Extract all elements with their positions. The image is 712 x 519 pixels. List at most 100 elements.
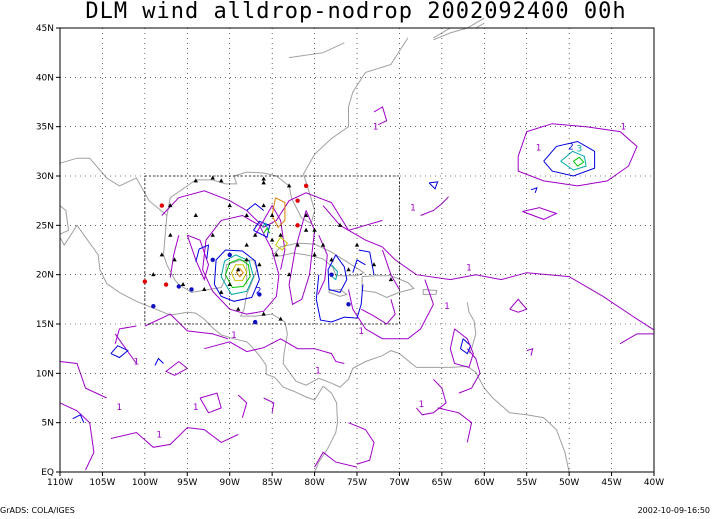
contour-line: [110, 345, 129, 359]
contour-value-label: 1: [315, 366, 321, 376]
dropsonde-marker: [320, 242, 326, 247]
contour-line: [522, 207, 558, 220]
contour-line: [230, 264, 248, 282]
lat-tick-label: 40N: [36, 73, 54, 83]
contour-line: [526, 347, 534, 356]
observation-marker-red: [159, 203, 165, 208]
observation-marker-red: [295, 223, 300, 228]
contour-line: [530, 187, 538, 193]
dropsonde-marker: [269, 212, 275, 217]
lon-tick-label: 65W: [432, 478, 452, 488]
dropsonde-marker: [227, 282, 232, 287]
coastline-segment: [433, 17, 485, 41]
contour-value-label: 1: [444, 302, 450, 312]
contour-line: [329, 264, 339, 281]
contour-line: [199, 392, 222, 414]
lon-tick-label: 90W: [220, 478, 240, 488]
contour-line: [275, 236, 289, 251]
dropsonde-marker: [261, 176, 266, 181]
contour-line: [202, 214, 280, 315]
lon-tick-label: 60W: [474, 478, 494, 488]
dropsonde-marker: [168, 232, 173, 237]
observation-marker-blue: [257, 292, 262, 297]
footer-timestamp: 2002-10-09-16:50: [637, 506, 710, 515]
observation-domain-box: [144, 175, 400, 325]
dropsonde-marker: [286, 272, 292, 277]
contour-line: [352, 259, 366, 273]
lon-tick-label: 100W: [132, 478, 158, 488]
dropsonde-marker: [219, 289, 224, 294]
lon-tick-label: 75W: [347, 478, 367, 488]
contour-line: [360, 299, 396, 325]
dropsonde-marker: [286, 183, 292, 188]
contour-line: [509, 298, 528, 313]
contour-line: [110, 427, 239, 448]
map-title: DLM wind alldrop-nodrop 2002092400 00h: [85, 0, 627, 24]
dropsonde-marker: [312, 227, 317, 232]
contour-value-label: 1: [373, 123, 379, 133]
contour-value-label: 1: [134, 357, 140, 367]
contour-line: [114, 325, 137, 344]
contour-line: [114, 333, 137, 364]
dropsonde-marker: [236, 267, 241, 272]
lon-tick-label: 110W: [47, 478, 73, 488]
observation-marker-blue: [252, 319, 258, 325]
latitude-tick-labels: EQ 5N 10N 15N 20N 25N 30N 35N 40N 45N: [36, 24, 60, 478]
contour-line: [416, 378, 447, 416]
contour-line: [314, 451, 358, 468]
dropsonde-observations: [142, 175, 394, 325]
contour-line: [237, 394, 248, 418]
lat-tick-label: 30N: [36, 172, 54, 182]
contour-line: [348, 279, 434, 340]
contour-line: [72, 414, 85, 423]
dropsonde-marker: [244, 212, 249, 217]
observation-marker-blue: [346, 302, 351, 307]
contour-line: [437, 407, 473, 443]
contour-value-label: 1: [419, 400, 425, 410]
dropsonde-marker: [261, 311, 266, 316]
observation-marker-blue: [189, 287, 194, 292]
observation-marker-blue: [329, 272, 334, 277]
observation-marker-blue: [227, 252, 232, 258]
lat-tick-label: 5N: [42, 419, 54, 429]
contour-line: [165, 361, 189, 376]
contour-line: [327, 254, 348, 293]
contour-line: [348, 422, 375, 465]
lat-tick-label: EQ: [41, 468, 54, 478]
contour-line: [619, 333, 654, 345]
contour-line: [225, 258, 251, 289]
contour-line: [144, 313, 229, 340]
contour-line: [59, 402, 95, 471]
dropsonde-marker: [168, 203, 173, 208]
dropsonde-marker: [312, 252, 317, 257]
dropsonde-marker: [172, 257, 177, 262]
contour-value-label: 1: [536, 143, 542, 153]
dropsonde-marker: [329, 257, 334, 262]
dropsonde-marker: [269, 237, 275, 242]
dropsonde-marker: [202, 286, 207, 291]
lat-tick-label: 35N: [36, 123, 54, 133]
contour-line: [246, 202, 265, 211]
contour-line: [459, 338, 472, 355]
contour-line: [288, 210, 316, 306]
contour-line: [186, 234, 210, 282]
lat-tick-label: 20N: [36, 271, 54, 281]
contour-line: [220, 254, 255, 295]
lon-tick-label: 45W: [601, 478, 621, 488]
contour-value-label: 1: [117, 403, 123, 413]
contour-value-label: 1: [358, 327, 364, 337]
observation-marker-blue: [176, 284, 181, 289]
graticule: [60, 28, 654, 472]
contour-line: [154, 357, 164, 366]
dropsonde-marker: [257, 262, 262, 267]
plot-background: [60, 28, 654, 472]
lat-tick-label: 45N: [36, 24, 54, 34]
dropsonde-marker: [261, 180, 266, 185]
dropsonde-marker: [210, 175, 215, 180]
contour-line: [420, 196, 449, 216]
contour-value-label: 1: [621, 123, 627, 133]
contour-line: [213, 249, 260, 302]
observation-marker-red: [303, 183, 309, 189]
contour-line: [263, 397, 275, 413]
